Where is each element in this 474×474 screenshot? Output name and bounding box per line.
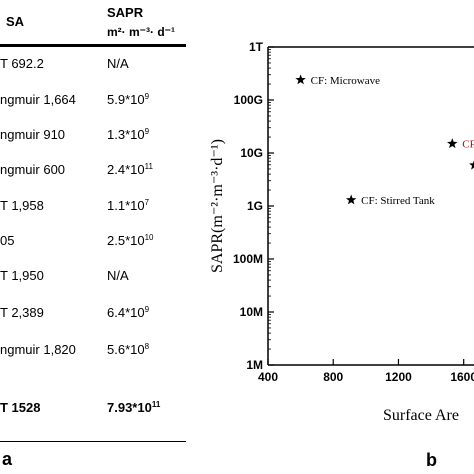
data-point-label: CF: Stirred Tank bbox=[361, 195, 435, 207]
data-point-star bbox=[469, 160, 474, 170]
table-header-rule bbox=[0, 44, 186, 47]
panel-label-a: a bbox=[2, 449, 13, 469]
table-cell-sa: T 1,958 bbox=[0, 198, 44, 213]
table-cell-sa: ngmuir 600 bbox=[0, 162, 66, 177]
y-tick-label: 10G bbox=[240, 146, 263, 160]
table-cell-sapr: 5.6*108 bbox=[107, 342, 150, 357]
sapr-header: SAPR bbox=[107, 5, 144, 20]
x-tick-label: 1200 bbox=[385, 370, 412, 384]
table-cell-sa: 05 bbox=[0, 233, 15, 248]
table-cell-sa: T 2,389 bbox=[0, 305, 44, 320]
sa-header: SA bbox=[6, 14, 25, 29]
x-tick-label: 1600 bbox=[450, 370, 474, 384]
x-tick-label: 800 bbox=[323, 370, 343, 384]
y-tick-label: 10M bbox=[240, 305, 263, 319]
table-cell-sapr: 2.5*1010 bbox=[107, 233, 154, 248]
x-axis-label: Surface Are bbox=[383, 407, 459, 424]
y-tick-label: 1M bbox=[246, 358, 263, 372]
table-cell-sa: T 692.2 bbox=[0, 56, 44, 71]
y-tick-label: 1T bbox=[249, 40, 264, 54]
data-point-star bbox=[295, 74, 306, 85]
y-tick-label: 1G bbox=[247, 199, 263, 213]
x-tick-label: 400 bbox=[258, 370, 278, 384]
y-axis-label: SAPR(m⁻²·m⁻³·d⁻¹) bbox=[209, 139, 226, 273]
table-bottom-rule bbox=[0, 441, 186, 442]
table-cell-sapr: 5.9*109 bbox=[107, 92, 150, 107]
table-cell-sapr: 1.1*107 bbox=[107, 198, 150, 213]
table-cell-sapr: 1.3*109 bbox=[107, 127, 150, 142]
data-point-label: CF bbox=[462, 139, 474, 151]
table-cell-sapr: N/A bbox=[107, 56, 129, 71]
sapr-units: m²· m⁻³· d⁻¹ bbox=[107, 25, 175, 39]
table-cell-sa: ngmuir 1,664 bbox=[0, 92, 76, 107]
panel-label-b: b bbox=[426, 450, 437, 470]
data-point-label: CF: Microwave bbox=[311, 75, 380, 87]
table-cell-sa: T 1528 bbox=[0, 400, 41, 415]
table-cell-sapr: 2.4*1011 bbox=[107, 162, 153, 177]
table-cell-sapr: 7.93*1011 bbox=[107, 400, 161, 415]
table-cell-sa: T 1,950 bbox=[0, 268, 44, 283]
y-tick-label: 100G bbox=[234, 93, 263, 107]
data-point-star bbox=[447, 138, 458, 149]
y-tick-label: 100M bbox=[233, 252, 263, 266]
table-cell-sapr: 6.4*109 bbox=[107, 305, 150, 320]
table-cell-sapr: N/A bbox=[107, 268, 129, 283]
table-cell-sa: ngmuir 1,820 bbox=[0, 342, 76, 357]
table-cell-sa: ngmuir 910 bbox=[0, 127, 66, 142]
data-point-star bbox=[345, 194, 357, 205]
